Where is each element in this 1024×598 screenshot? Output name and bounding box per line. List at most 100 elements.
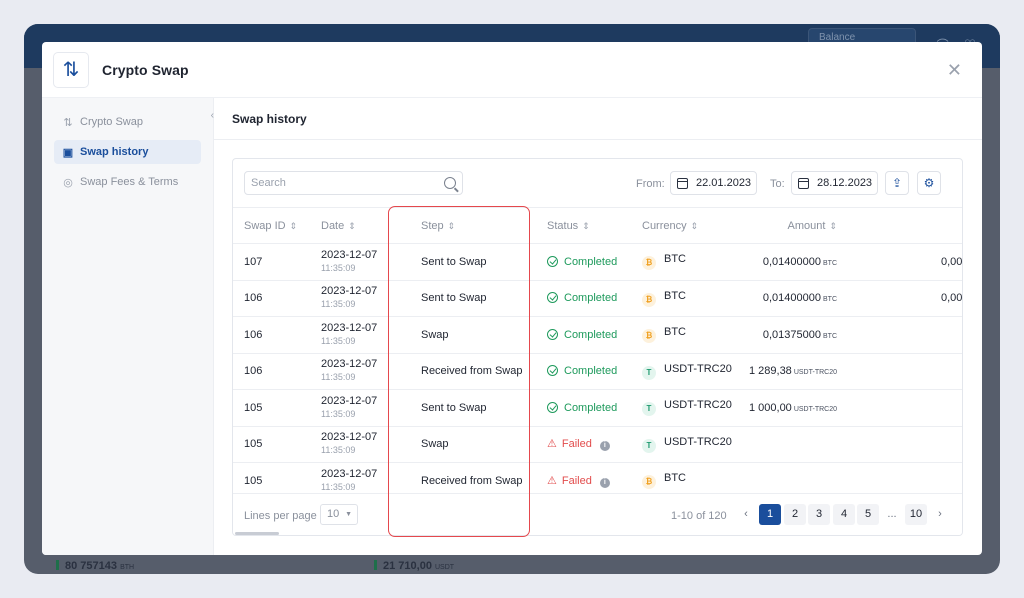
page-button-3[interactable]: 3 [808, 504, 830, 525]
swap-id-cell: 105 [233, 426, 310, 463]
status-label: Completed [564, 292, 618, 305]
table-row[interactable]: 105 2023-12-07 11:35:09 Received from Swap ⚠… [233, 462, 962, 500]
swap-id-cell: 107 [233, 243, 310, 281]
column-header-step[interactable]: Step ⇕ [400, 207, 536, 244]
status-label: Completed [564, 365, 618, 378]
currency-cell: T USDT-TRC20 [631, 426, 734, 463]
column-header-currency[interactable]: Currency ⇕ [631, 207, 734, 244]
swap-arrows-icon: ⇅ [54, 52, 88, 87]
table-row[interactable]: 107 2023-12-07 11:35:09 Sent to Swap Complet… [233, 243, 962, 281]
check-circle-icon [547, 401, 558, 413]
table-row[interactable]: 105 2023-12-07 11:35:09 Sent to Swap Complet… [233, 389, 962, 427]
to-label: To: [770, 178, 785, 190]
info-icon[interactable]: i [599, 477, 610, 488]
sidebar-item-swap-fees-terms[interactable]: ◎ Swap Fees & Terms [54, 170, 201, 194]
export-button[interactable]: ⇪ [885, 171, 909, 195]
column-header-status[interactable]: Status ⇕ [536, 207, 631, 244]
column-header-fee[interactable]: Fe [847, 207, 962, 244]
table-row[interactable]: 106 2023-12-07 11:35:09 Sent to Swap Complet… [233, 280, 962, 317]
collapse-sidebar-icon[interactable]: ‹ [210, 110, 214, 121]
main-content: Swap history From: 22.01.2023 To: 28.12.… [214, 98, 982, 555]
info-icon[interactable]: i [599, 441, 610, 452]
search-icon[interactable] [444, 177, 456, 189]
step-cell: Swap [400, 426, 536, 463]
sort-icon: ⇕ [348, 220, 356, 231]
step-cell: Swap [400, 316, 536, 354]
status-label: Completed [564, 401, 618, 414]
page-button-2[interactable]: 2 [784, 504, 806, 525]
table-row[interactable]: 105 2023-12-07 11:35:09 Swap ⚠ Failed i T USDT-T… [233, 426, 962, 463]
from-date-value: 22.01.2023 [696, 177, 752, 189]
time-value: 11:35:09 [321, 408, 356, 419]
sort-icon: ⇕ [447, 220, 456, 231]
calendar-icon [677, 177, 688, 189]
to-date-picker[interactable]: 28.12.2023 [791, 171, 878, 195]
sidebar-item-label: Swap history [80, 146, 149, 158]
step-cell: Received from Swap [400, 353, 536, 390]
page-button-5[interactable]: 5 [857, 504, 879, 525]
usdt-coin-icon: T [642, 402, 656, 417]
fee-cell: 4,29 [847, 353, 962, 390]
check-circle-icon [547, 328, 558, 340]
date-cell: 2023-12-07 11:35:09 [310, 389, 400, 427]
lines-per-page-label: Lines per page [244, 510, 317, 522]
crypto-swap-modal: ⇅ Crypto Swap ✕ ‹ ⇅ Crypto Swap ▣ Swap h… [42, 42, 982, 555]
fee-cell: 0,0002500 [847, 243, 962, 281]
amount-unit: BTC [823, 296, 837, 304]
lines-per-page-select[interactable]: 10 ▼ [320, 504, 358, 525]
amount-unit: USDT-TRC20 [793, 369, 837, 377]
export-icon: ⇪ [891, 176, 903, 190]
calendar-icon [798, 177, 809, 189]
amount-cell [734, 426, 847, 463]
page-button-1[interactable]: 1 [759, 504, 781, 525]
search-input[interactable] [244, 171, 463, 195]
amount-cell: 0,01400000 BTC [734, 280, 847, 317]
from-date-picker[interactable]: 22.01.2023 [670, 171, 757, 195]
page-button-10[interactable]: 10 [905, 504, 927, 525]
prev-page-button[interactable]: ‹ [744, 508, 748, 520]
sidebar-item-label: Swap Fees & Terms [80, 176, 179, 188]
history-icon: ▣ [62, 146, 74, 159]
sidebar-item-swap-history[interactable]: ▣ Swap history [54, 140, 201, 164]
btc-coin-icon: ₿ [642, 256, 656, 271]
sidebar: ‹ ⇅ Crypto Swap ▣ Swap history ◎ Swap Fe… [42, 98, 214, 555]
step-cell: Sent to Swap [400, 280, 536, 317]
date-cell: 2023-12-07 11:35:09 [310, 280, 400, 317]
usdt-coin-icon: T [642, 365, 656, 380]
swap-history-panel: From: 22.01.2023 To: 28.12.2023 ⇪ ⚙ [232, 158, 963, 536]
check-circle-icon [547, 365, 558, 377]
time-value: 11:35:09 [321, 481, 356, 492]
column-header-swap-id[interactable]: Swap ID ⇕ [233, 207, 310, 244]
background-bottom-strip: 80 757143 BTH 21 710,00 USDT [24, 554, 1000, 574]
currency-cell: ₿ BTC [631, 243, 734, 281]
status-label: Failed [561, 474, 592, 487]
amount-cell: 0,01400000 BTC [734, 243, 847, 281]
btc-coin-icon: ₿ [642, 292, 656, 307]
swap-history-table: Swap ID ⇕ Date ⇕ Step ⇕ Status ⇕ Currency ⇕ A… [233, 207, 962, 500]
to-date-value: 28.12.2023 [817, 177, 873, 189]
amount-cell: 0,01375000 BTC [734, 316, 847, 354]
table-row[interactable]: 106 2023-12-07 11:35:09 Received from Swap C… [233, 353, 962, 390]
column-settings-button[interactable]: ⚙ [917, 171, 941, 195]
swap-id-cell: 106 [233, 316, 310, 354]
chevron-down-icon: ▼ [345, 511, 352, 518]
table-row[interactable]: 106 2023-12-07 11:35:09 Swap Completed ₿ BTC 0,… [233, 316, 962, 354]
background-left-value: 80 757143 BTH [56, 560, 134, 572]
status-cell: Completed [536, 316, 631, 354]
next-page-button[interactable]: › [938, 508, 942, 520]
fees-icon: ◎ [63, 176, 73, 189]
sidebar-item-crypto-swap[interactable]: ⇅ Crypto Swap [54, 110, 201, 134]
status-label: Failed [561, 438, 592, 451]
swap-id-cell: 105 [233, 389, 310, 427]
page-button-4[interactable]: 4 [833, 504, 855, 525]
close-icon[interactable]: ✕ [946, 60, 962, 80]
column-header-date[interactable]: Date ⇕ [310, 207, 400, 244]
column-header-amount[interactable]: Amount ⇕ [734, 207, 847, 244]
btc-coin-icon: ₿ [642, 329, 656, 344]
currency-cell: T USDT-TRC20 [631, 389, 734, 427]
sort-icon: ⇕ [289, 220, 298, 231]
page-title: Swap history [214, 98, 982, 140]
fee-cell: 0,00 [847, 389, 962, 427]
horizontal-scrollbar[interactable] [235, 532, 279, 535]
table-toolbar: From: 22.01.2023 To: 28.12.2023 ⇪ ⚙ [233, 159, 962, 207]
